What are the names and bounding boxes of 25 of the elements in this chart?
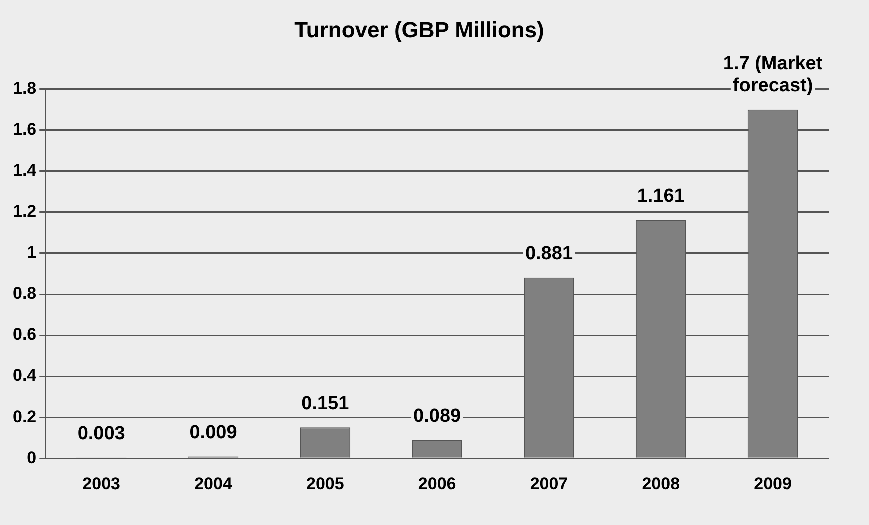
- y-tick-label: 1.4: [12, 161, 38, 180]
- y-tick-label: 1.8: [12, 79, 37, 98]
- data-label: 0.089: [414, 406, 462, 428]
- x-tick-label: 2007: [530, 474, 568, 494]
- data-label: 1.161: [637, 186, 686, 208]
- y-tick-label: 0: [27, 448, 37, 468]
- y-tick-label: 0.4: [12, 366, 38, 386]
- y-tick-label: 1.6: [12, 120, 37, 140]
- y-tick-label: 0.2: [12, 407, 37, 426]
- x-tick-label: 2008: [642, 474, 680, 494]
- data-label: 0.151: [302, 393, 350, 414]
- data-label: 1.7 (Market forecast): [723, 54, 824, 97]
- data-label: 0.003: [78, 424, 126, 445]
- chart-title: Turnover (GBP Millions): [294, 17, 544, 42]
- x-tick-label: 2009: [754, 474, 792, 494]
- x-tick-label: 2003: [82, 474, 120, 494]
- y-tick-label: 1.2: [12, 202, 37, 222]
- data-label: 0.009: [190, 422, 238, 444]
- y-tick-label: 1: [27, 243, 37, 262]
- x-tick-label: 2006: [418, 474, 456, 494]
- data-label: 0.881: [525, 244, 574, 265]
- y-tick-label: 0.8: [12, 284, 37, 304]
- x-tick-label: 2004: [194, 474, 233, 494]
- y-tick-label: 0.6: [12, 325, 37, 344]
- x-tick-label: 2005: [306, 474, 344, 494]
